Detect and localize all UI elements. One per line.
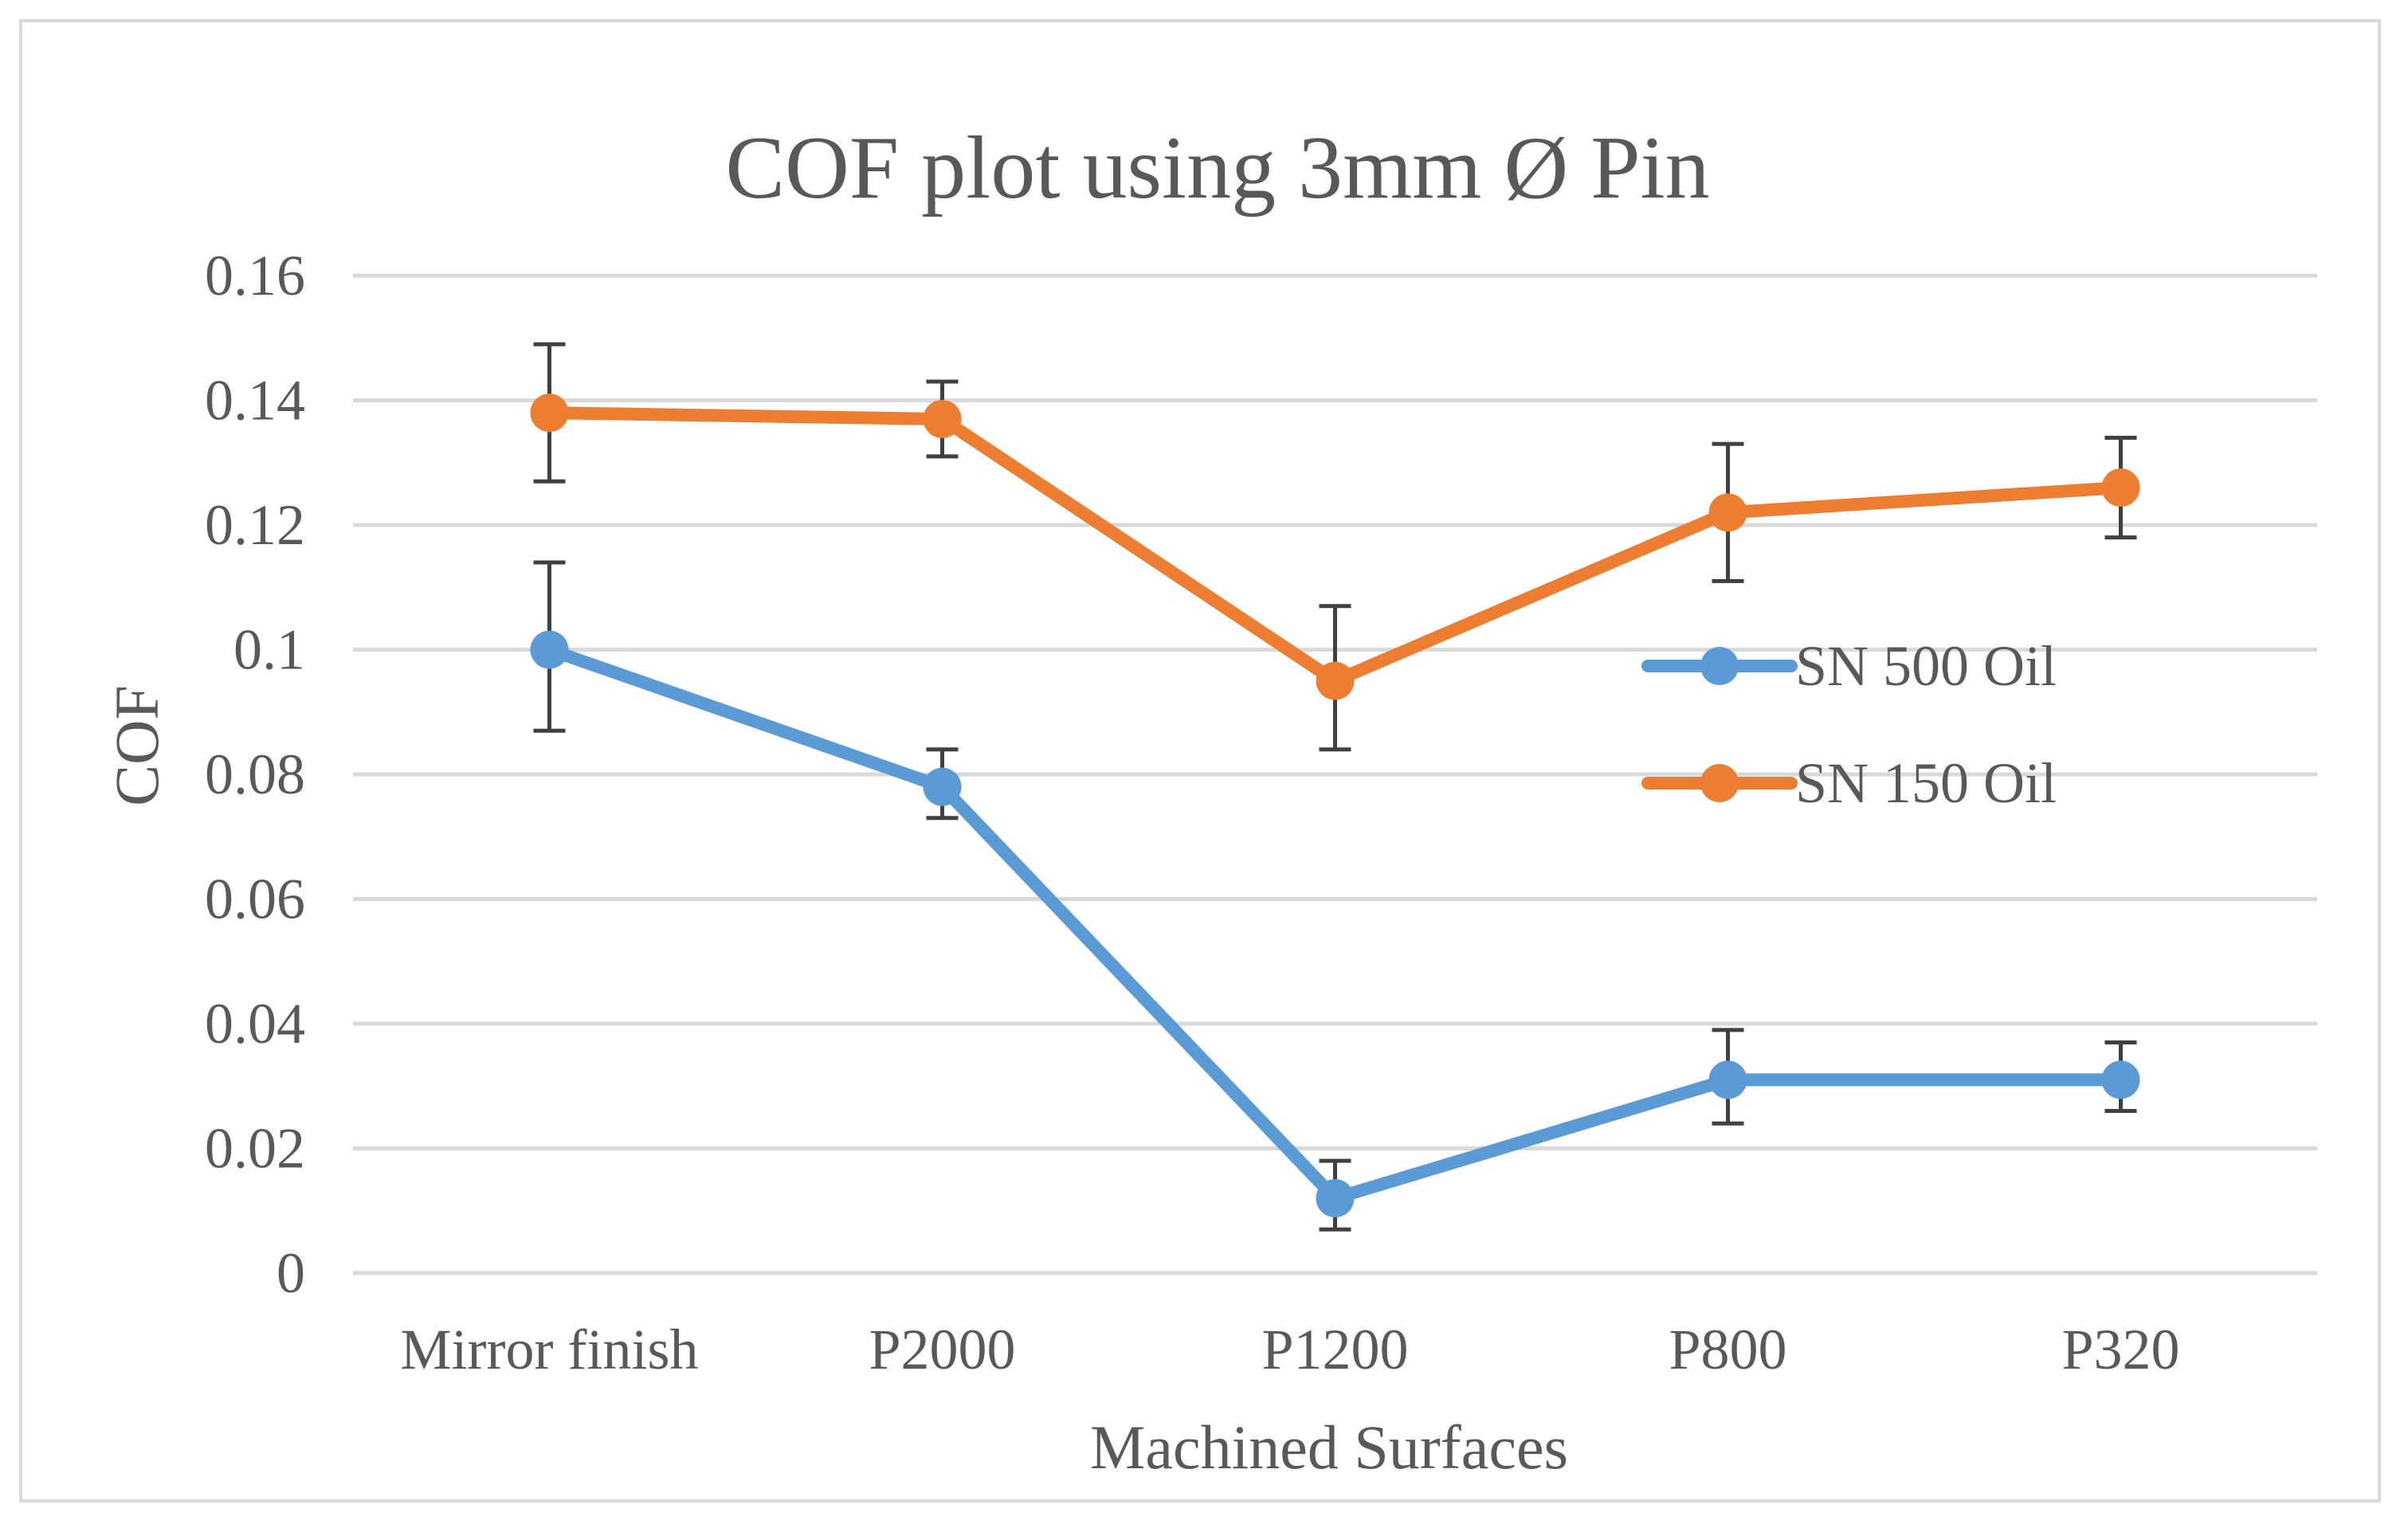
x-tick-label-1: P2000 (869, 1318, 1015, 1381)
x-axis-ticks: Mirror finish P2000 P1200 P800 P320 (401, 1318, 2180, 1381)
x-tick-label-4: P320 (2061, 1318, 2179, 1381)
data-point-s1-p1 (923, 399, 962, 438)
chart-frame: COF plot using 3mm Ø Pin 0 0.02 0.04 0.06 0.… (19, 19, 2381, 1502)
cof-chart: COF plot using 3mm Ø Pin 0 0.02 0.04 0.06 0.… (102, 119, 2317, 1482)
y-tick-label-1: 0.02 (205, 1117, 305, 1181)
data-point-s0-p1 (923, 767, 962, 806)
data-point-s0-p4 (2101, 1060, 2140, 1099)
y-tick-label-4: 0.08 (205, 742, 305, 806)
data-point-s1-p0 (530, 394, 569, 433)
series (530, 394, 2140, 1218)
data-point-s1-p4 (2101, 468, 2140, 507)
y-axis-ticks: 0 0.02 0.04 0.06 0.08 0.1 0.12 0.14 0.16 (205, 244, 305, 1305)
data-point-s0-p3 (1708, 1060, 1747, 1099)
data-point-s1-p3 (1708, 493, 1747, 532)
y-tick-label-0: 0 (276, 1241, 305, 1305)
legend-label-1: SN 150 Oil (1795, 751, 2057, 815)
x-tick-label-0: Mirror finish (401, 1318, 699, 1381)
chart-title: COF plot using 3mm Ø Pin (725, 119, 1709, 217)
legend-marker-1 (1700, 764, 1739, 802)
y-tick-label-3: 0.06 (205, 868, 305, 931)
x-axis-title: Machined Surfaces (1090, 1412, 1568, 1482)
x-tick-label-3: P800 (1669, 1318, 1786, 1381)
y-tick-label-6: 0.12 (205, 493, 305, 557)
y-tick-label-2: 0.04 (205, 992, 305, 1056)
x-tick-label-2: P1200 (1261, 1318, 1408, 1381)
legend-label-0: SN 500 Oil (1795, 634, 2057, 698)
y-tick-label-5: 0.1 (233, 618, 305, 682)
data-point-s0-p2 (1316, 1179, 1355, 1218)
legend-marker-0 (1700, 647, 1739, 685)
legend: SN 500 Oil SN 150 Oil (1641, 634, 2057, 815)
data-point-s0-p0 (530, 630, 569, 669)
data-point-s1-p2 (1316, 661, 1355, 700)
y-tick-label-8: 0.16 (205, 244, 305, 308)
y-axis-title: COF (102, 685, 171, 806)
y-tick-label-7: 0.14 (205, 369, 305, 433)
